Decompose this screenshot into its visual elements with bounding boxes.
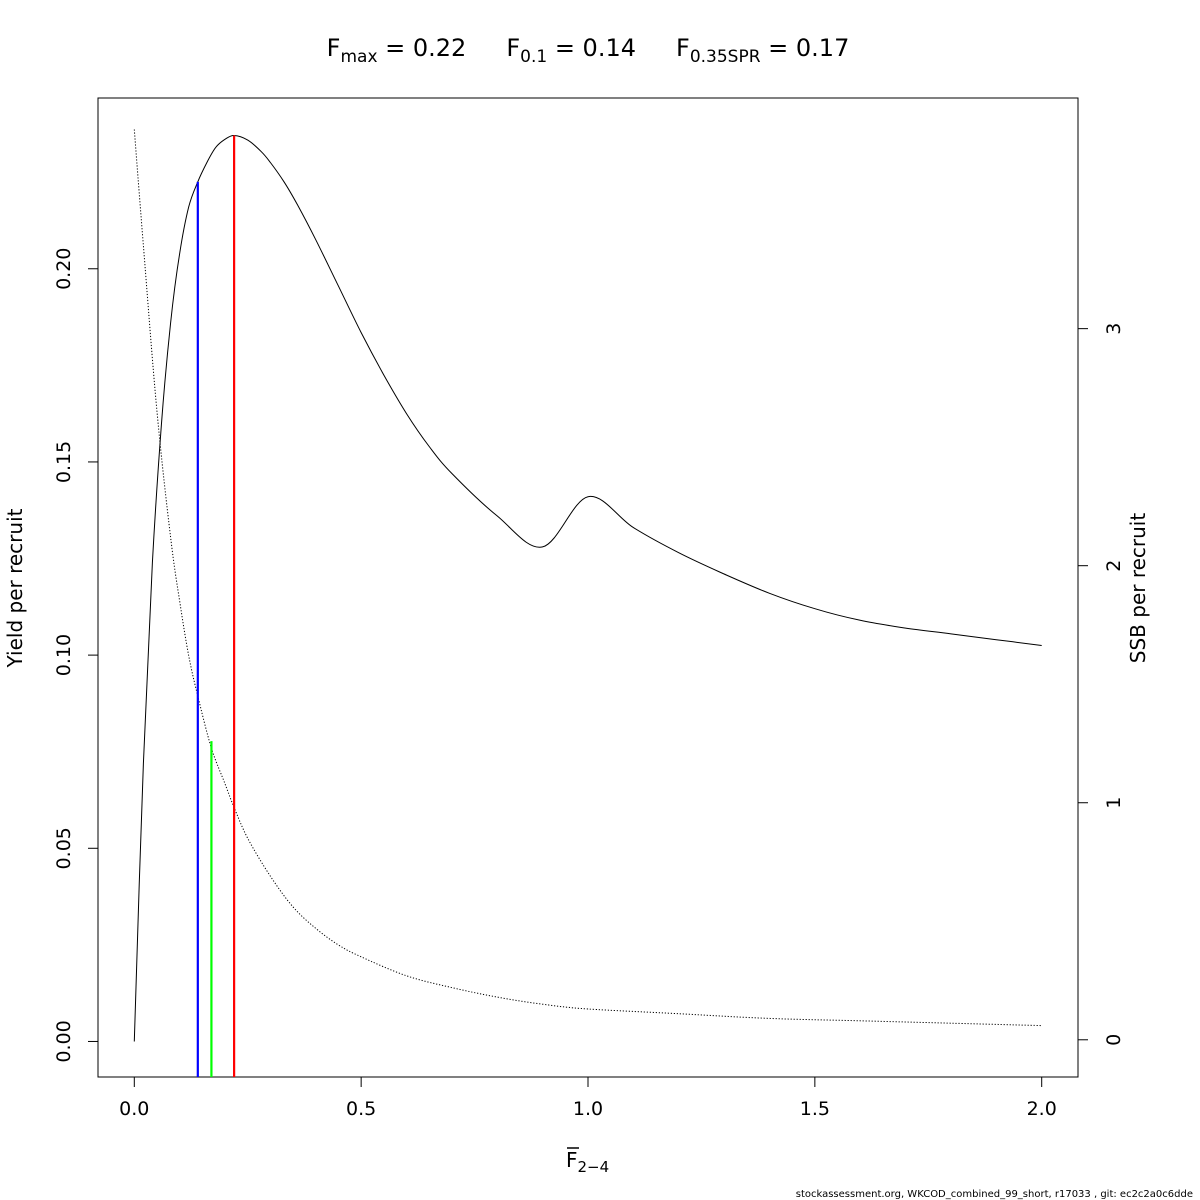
reference-lines (196, 135, 236, 1077)
y-left-tick-label: 0.00 (53, 1020, 75, 1062)
x-axis-label-text: F2−4 (566, 1148, 609, 1176)
y-left-tick-label: 0.05 (53, 827, 75, 869)
title-subscript: 0.1 (520, 47, 547, 67)
x-axis-label: F2−4 (566, 1147, 609, 1176)
x-axis: 0.0 0.5 1.0 1.5 2.0 (119, 1077, 1057, 1120)
series-group (133, 129, 1042, 1042)
title-subscript: 0.35SPR (690, 47, 761, 67)
y-left-tick-label: 0.15 (53, 441, 75, 483)
ssb-per-recruit-line (133, 129, 1042, 1027)
y-axis-right-label: SSB per recruit (1126, 513, 1150, 664)
x-axis-label-symbol: F (566, 1148, 578, 1172)
x-tick-label: 2.0 (1027, 1098, 1057, 1120)
x-tick-label: 0.5 (346, 1098, 376, 1120)
yield-per-recruit-line (133, 134, 1042, 1042)
x-tick-label: 1.0 (573, 1098, 603, 1120)
plot-frame (97, 97, 1079, 1078)
y-right-tick-label: 1 (1103, 797, 1125, 809)
y-right-tick-label: 2 (1103, 560, 1125, 572)
y-axis-left: 0.00 0.05 0.10 0.15 0.20 (53, 248, 98, 1063)
chart-title: Fmax = 0.22 F0.1 = 0.14 F0.35SPR = 0.17 (327, 34, 850, 67)
title-value: = 0.22 (378, 34, 467, 62)
y-left-tick-label: 0.10 (53, 634, 75, 676)
title-text: Fmax = 0.22 F0.1 = 0.14 F0.35SPR = 0.17 (327, 34, 850, 67)
x-axis-label-subscript: 2−4 (578, 1158, 610, 1176)
title-subscript: max (340, 47, 377, 67)
y-axis-left-label: Yield per recruit (3, 508, 27, 668)
x-tick-label: 0.0 (119, 1098, 149, 1120)
y-right-tick-label: 3 (1103, 323, 1125, 335)
footer-note: stockassessment.org, WKCOD_combined_99_s… (796, 1189, 1193, 1200)
title-value: = 0.17 (761, 34, 850, 62)
y-axis-right: 0 1 2 3 (1078, 323, 1125, 1046)
x-tick-label: 1.5 (800, 1098, 830, 1120)
title-symbol: F (327, 34, 341, 62)
y-left-tick-label: 0.20 (53, 248, 75, 290)
title-symbol: F (506, 34, 520, 62)
title-value: = 0.14 (547, 34, 636, 62)
title-symbol: F (676, 34, 690, 62)
y-right-tick-label: 0 (1103, 1034, 1125, 1046)
